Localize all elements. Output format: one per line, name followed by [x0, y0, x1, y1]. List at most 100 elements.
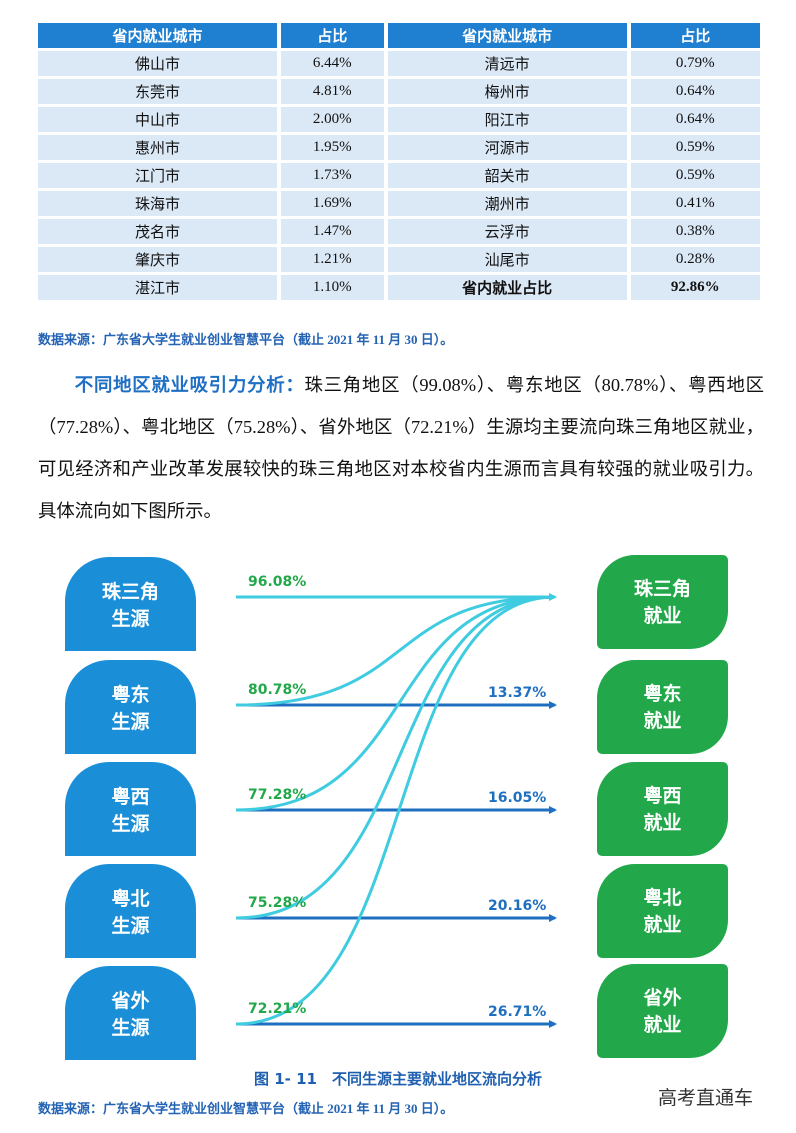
target-label: 粤东 — [643, 682, 681, 705]
table-row: 江门市 1.73% 韶关市 0.59% — [38, 163, 760, 188]
watermark: 高考直通车 — [658, 1087, 754, 1109]
source-label: 生源 — [111, 607, 149, 630]
prd-flow-label: 72.21% — [248, 1001, 306, 1017]
table-row: 珠海市 1.69% 潮州市 0.41% — [38, 191, 760, 216]
home-flow-label: 13.37% — [488, 685, 546, 701]
table-row: 肇庆市 1.21% 汕尾市 0.28% — [38, 247, 760, 272]
table-cell: 4.81% — [280, 79, 384, 104]
flow-curve — [235, 595, 556, 920]
table-cell: 0.59% — [630, 135, 760, 160]
target-box — [597, 864, 728, 958]
target-label: 珠三角 — [634, 577, 691, 600]
header-row: 省内就业城市 占比 省内就业城市 占比 — [38, 23, 760, 48]
source-box — [65, 864, 196, 958]
table-cell: 肇庆市 — [38, 247, 277, 272]
flow-curve — [235, 595, 556, 1026]
source-label: 生源 — [111, 710, 149, 733]
source-label: 粤东 — [111, 683, 149, 706]
target-label: 就业 — [643, 811, 681, 834]
flow-curve — [235, 595, 556, 812]
table-cell: 江门市 — [38, 163, 277, 188]
paragraph-body: 珠三角地区（99.08%）、粤东地区（80.78%）、粤西地区（77.28%）、… — [38, 375, 764, 521]
source-label: 生源 — [111, 812, 149, 835]
prd-flow-label: 96.08% — [248, 574, 306, 590]
source-label: 生源 — [111, 914, 149, 937]
source-label: 粤西 — [111, 785, 149, 808]
figure-source: 数据来源：广东省大学生就业创业智慧平台（截止 2021 年 11 月 30 日）… — [38, 1101, 454, 1116]
home-flow-label: 16.05% — [488, 790, 546, 806]
target-label: 就业 — [643, 913, 681, 936]
table-cell: 92.86% — [630, 275, 760, 300]
table-cell: 中山市 — [38, 107, 277, 132]
table-cell: 东莞市 — [38, 79, 277, 104]
header-cell: 省内就业城市 — [38, 23, 277, 48]
table-cell: 韶关市 — [387, 163, 627, 188]
table-cell: 1.21% — [280, 247, 384, 272]
flow-curve — [235, 595, 556, 707]
table-cell: 湛江市 — [38, 275, 277, 300]
table-row: 惠州市 1.95% 河源市 0.59% — [38, 135, 760, 160]
table-cell: 0.64% — [630, 79, 760, 104]
table-row: 湛江市 1.10% 省内就业占比 92.86% — [38, 275, 760, 300]
source-label: 省外 — [110, 989, 149, 1012]
target-label: 粤西 — [643, 784, 681, 807]
target-label: 省外 — [642, 986, 681, 1009]
table-cell: 梅州市 — [387, 79, 627, 104]
table-cell: 1.95% — [280, 135, 384, 160]
table-cell: 云浮市 — [387, 219, 627, 244]
table-row: 茂名市 1.47% 云浮市 0.38% — [38, 219, 760, 244]
source-box — [65, 660, 196, 754]
table-cell: 0.79% — [630, 51, 760, 76]
table-cell: 1.10% — [280, 275, 384, 300]
city-table: 省内就业城市 占比 省内就业城市 占比 佛山市 6.44% 清远市 0.79% 东莞市 4.81%… — [34, 20, 764, 303]
table-cell: 2.00% — [280, 107, 384, 132]
prd-flow-label: 75.28% — [248, 895, 306, 911]
paragraph-lead: 不同地区就业吸引力分析： — [74, 375, 305, 395]
table-cell: 省内就业占比 — [387, 275, 627, 300]
table-cell: 1.73% — [280, 163, 384, 188]
table-cell: 0.59% — [630, 163, 760, 188]
table-cell: 珠海市 — [38, 191, 277, 216]
target-label: 就业 — [643, 604, 681, 627]
table-cell: 清远市 — [387, 51, 627, 76]
header-cell: 省内就业城市 — [387, 23, 627, 48]
table-row: 东莞市 4.81% 梅州市 0.64% — [38, 79, 760, 104]
table-row: 中山市 2.00% 阳江市 0.64% — [38, 107, 760, 132]
table-cell: 茂名市 — [38, 219, 277, 244]
flow-diagram: 珠三角生源粤东生源粤西生源粤北生源省外生源珠三角就业粤东就业粤西就业粤北就业省外… — [65, 555, 728, 1060]
table-cell: 河源市 — [387, 135, 627, 160]
figure-caption: 图 1- 11 不同生源主要就业地区流向分析 — [254, 1070, 542, 1088]
paragraph: 不同地区就业吸引力分析：珠三角地区（99.08%）、粤东地区（80.78%）、粤… — [38, 364, 764, 532]
home-flow-label: 20.16% — [488, 898, 546, 914]
table-cell: 0.28% — [630, 247, 760, 272]
table-cell: 汕尾市 — [387, 247, 627, 272]
header-cell: 占比 — [630, 23, 760, 48]
target-label: 粤北 — [643, 886, 681, 909]
table-cell: 0.41% — [630, 191, 760, 216]
table-cell: 佛山市 — [38, 51, 277, 76]
target-box — [597, 660, 728, 754]
prd-flow-label: 80.78% — [248, 682, 306, 698]
target-label: 就业 — [643, 709, 681, 732]
source-label: 珠三角 — [102, 580, 159, 603]
table-cell: 1.47% — [280, 219, 384, 244]
target-box — [597, 762, 728, 856]
target-label: 就业 — [643, 1013, 681, 1036]
source-label: 生源 — [111, 1016, 149, 1039]
table-cell: 6.44% — [280, 51, 384, 76]
target-box — [597, 555, 728, 649]
source-box — [65, 557, 196, 651]
table-cell: 惠州市 — [38, 135, 277, 160]
header-cell: 占比 — [280, 23, 384, 48]
source-box — [65, 966, 196, 1060]
table-source: 数据来源：广东省大学生就业创业智慧平台（截止 2021 年 11 月 30 日）… — [38, 332, 454, 347]
table-cell: 1.69% — [280, 191, 384, 216]
prd-flow-label: 77.28% — [248, 787, 306, 803]
table-row: 佛山市 6.44% 清远市 0.79% — [38, 51, 760, 76]
table-cell: 0.64% — [630, 107, 760, 132]
table-cell: 0.38% — [630, 219, 760, 244]
table-cell: 潮州市 — [387, 191, 627, 216]
target-box — [597, 964, 728, 1058]
source-box — [65, 762, 196, 856]
